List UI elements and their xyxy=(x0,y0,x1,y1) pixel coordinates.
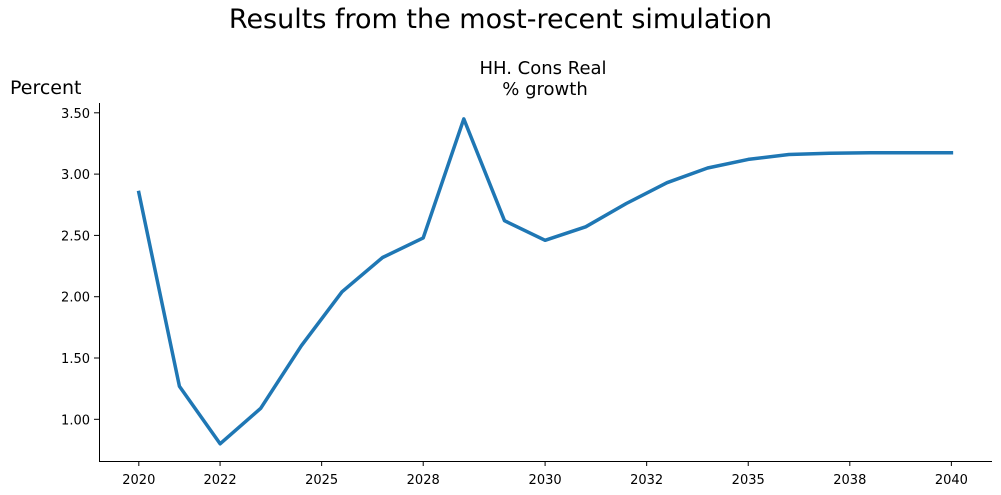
x-tick-label: 2032 xyxy=(630,473,663,488)
x-tick-label: 2035 xyxy=(732,473,765,488)
x-tick-label: 2020 xyxy=(122,473,155,488)
y-tick-label: 3.50 xyxy=(61,107,90,122)
x-tick-label: 2028 xyxy=(407,473,440,488)
y-tick-label: 2.00 xyxy=(61,291,90,306)
chart-suptitle: Results from the most-recent simulation xyxy=(228,4,773,35)
x-tick-label: 2030 xyxy=(529,473,562,488)
y-axis-label: Percent xyxy=(10,77,82,99)
y-tick-label: 2.50 xyxy=(61,229,90,244)
x-tick-label: 2022 xyxy=(204,473,237,488)
chart-title-line-2: % growth xyxy=(502,79,587,100)
x-tick-label: 2040 xyxy=(935,473,968,488)
y-tick-label: 3.00 xyxy=(61,168,90,183)
x-tick-label: 2038 xyxy=(833,473,866,488)
chart-title-line-1: HH. Cons Real xyxy=(479,58,606,79)
x-tick-label: 2025 xyxy=(305,473,338,488)
series-line xyxy=(136,117,954,446)
y-tick-label: 1.00 xyxy=(61,413,90,428)
y-tick-label: 1.50 xyxy=(61,352,90,367)
